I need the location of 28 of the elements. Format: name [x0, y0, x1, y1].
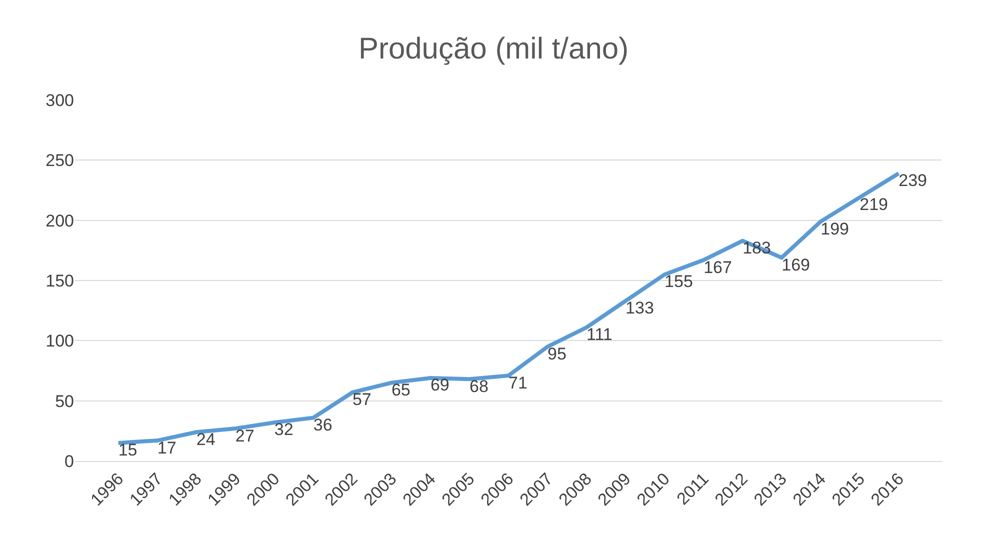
data-label: 65 [391, 380, 410, 400]
data-label: 133 [626, 298, 654, 318]
y-tick-label: 50 [55, 392, 74, 411]
y-tick-label: 300 [46, 90, 74, 110]
data-label: 167 [704, 258, 732, 277]
y-tick-label: 100 [46, 332, 74, 351]
data-label: 239 [898, 171, 928, 190]
data-label: 68 [469, 376, 488, 396]
y-tick-label: 200 [46, 211, 74, 230]
data-label: 36 [313, 415, 332, 434]
data-label: 71 [508, 373, 528, 392]
data-label: 169 [782, 255, 810, 274]
chart-title: Produção (mil t/ano) [358, 32, 629, 66]
data-label: 155 [664, 272, 693, 292]
data-label: 199 [820, 219, 849, 238]
y-tick-label: 0 [64, 452, 74, 471]
data-label: 17 [157, 438, 176, 458]
data-label: 24 [196, 430, 216, 449]
data-label: 32 [274, 420, 294, 440]
data-label: 27 [235, 426, 254, 446]
y-tick-label: 250 [46, 151, 74, 170]
data-label: 219 [860, 195, 888, 214]
data-label: 69 [430, 376, 450, 395]
data-label: 15 [118, 440, 138, 460]
data-label: 57 [352, 390, 372, 410]
data-label: 95 [548, 344, 566, 364]
data-label: 111 [586, 325, 612, 344]
y-tick-label: 150 [46, 271, 74, 290]
